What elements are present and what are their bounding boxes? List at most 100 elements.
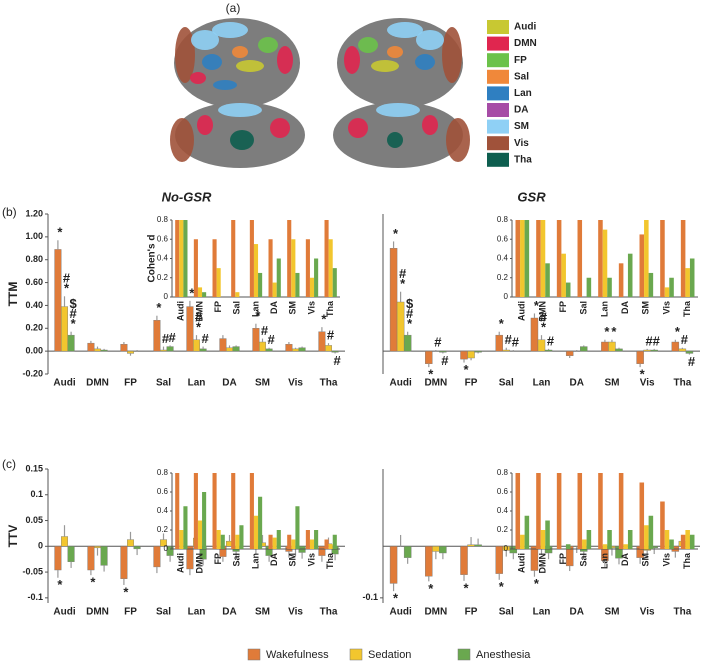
- inset-bar: [689, 534, 695, 549]
- inset-bar: [305, 530, 310, 549]
- inset-bar: [183, 220, 188, 297]
- inset-x-label: DMN: [194, 553, 204, 574]
- inset-bar: [175, 220, 180, 297]
- inset-bar: [685, 268, 690, 297]
- inset-bar: [664, 530, 670, 549]
- significance-marker: *: [604, 324, 610, 339]
- inset-bar: [540, 220, 546, 297]
- significance-marker: *: [393, 591, 399, 606]
- significance-marker: #: [547, 333, 555, 348]
- inset-x-label: DMN: [537, 553, 547, 574]
- legend-swatch: [487, 86, 509, 101]
- significance-marker: #: [441, 353, 449, 368]
- inset-bar: [648, 515, 654, 549]
- brain-region: [190, 72, 206, 84]
- inset-bar: [586, 530, 592, 549]
- x-tick-label: Tha: [673, 378, 691, 389]
- inset-bar: [249, 220, 254, 297]
- x-tick-label: DA: [569, 607, 583, 618]
- inset-bar: [272, 282, 277, 297]
- significance-marker: *: [463, 362, 469, 377]
- inset-bar: [253, 244, 259, 297]
- inset-y-tick-label: 0.6: [497, 234, 509, 243]
- significance-marker: *: [321, 312, 327, 327]
- panel-label: (c): [2, 457, 16, 471]
- inset-bar: [644, 525, 649, 549]
- significance-marker: #: [168, 330, 176, 345]
- inset-bar: [179, 530, 184, 549]
- bar: [467, 544, 475, 547]
- significance-marker: #: [69, 306, 77, 321]
- inset-bar: [607, 530, 612, 549]
- x-tick-label: DA: [222, 378, 236, 389]
- inset-bar: [183, 506, 188, 549]
- significance-marker: #: [512, 334, 520, 349]
- inset-x-label: DA: [269, 553, 279, 566]
- brain-region: [446, 118, 470, 162]
- inset-x-label: Sal: [579, 301, 589, 315]
- inset-bar: [577, 473, 583, 549]
- significance-marker: *: [189, 285, 195, 300]
- x-tick-label: DMN: [86, 607, 109, 618]
- brain-region: [212, 22, 248, 38]
- inset-x-label: Audi: [176, 301, 186, 321]
- significance-marker: *: [393, 226, 399, 241]
- brain-region: [230, 130, 254, 150]
- bar: [432, 546, 440, 552]
- x-tick-label: Sal: [156, 607, 171, 618]
- significance-marker: *: [534, 576, 540, 591]
- inset-bar: [253, 515, 259, 549]
- significance-marker: *: [611, 324, 617, 339]
- chart-title: GSR: [517, 189, 546, 204]
- significance-marker: *: [255, 308, 261, 323]
- significance-marker: #: [406, 306, 414, 321]
- inset-x-label: FP: [558, 553, 568, 565]
- inset-bar: [639, 482, 645, 549]
- brain-region: [415, 54, 435, 70]
- bar: [252, 328, 260, 352]
- y-axis-label: TTV: [6, 525, 20, 548]
- brain-region: [344, 46, 360, 74]
- x-tick-label: FP: [124, 378, 137, 389]
- inset-bar: [586, 277, 592, 297]
- inset-bars: [515, 473, 695, 549]
- inset-bar: [295, 272, 300, 297]
- bar: [186, 546, 194, 570]
- inset-x-label: Tha: [325, 552, 335, 569]
- inset-bar: [598, 220, 603, 297]
- brain-region: [348, 118, 368, 138]
- panel-label: (b): [2, 205, 17, 219]
- bar: [159, 349, 167, 352]
- inset-bar: [309, 277, 315, 297]
- significance-marker: *: [428, 581, 434, 596]
- inset-y-tick-label: 0.4: [157, 506, 169, 515]
- legend-label: Vis: [514, 138, 529, 149]
- y-tick-label: 0.80: [25, 254, 43, 264]
- inset-x-label: Tha: [325, 300, 335, 317]
- inset-bar: [314, 530, 319, 549]
- bar: [460, 546, 468, 575]
- y-tick-label: 0.1: [30, 489, 43, 499]
- significance-marker: #: [434, 334, 442, 349]
- inset-bar: [680, 220, 686, 297]
- bar: [643, 349, 651, 352]
- significance-marker: *: [499, 579, 505, 594]
- inset-y-tick-label: 0.6: [157, 234, 169, 243]
- bar: [199, 348, 207, 352]
- inset-x-label: Tha: [682, 300, 692, 317]
- inset-bar: [565, 544, 571, 549]
- x-tick-label: Tha: [673, 607, 691, 618]
- x-tick-label: Vis: [288, 378, 303, 389]
- bar: [325, 345, 333, 352]
- significance-marker: *: [196, 320, 202, 335]
- x-tick-label: DA: [569, 378, 583, 389]
- bar: [61, 536, 69, 547]
- inset-y-tick-label: 0: [504, 292, 509, 301]
- significance-marker: *: [156, 300, 162, 315]
- inset-bar: [268, 534, 273, 549]
- inset-bar: [193, 473, 198, 549]
- inset-bar: [627, 530, 633, 549]
- inset-bar: [231, 473, 236, 549]
- x-tick-label: SM: [255, 378, 270, 389]
- inset-bar: [212, 473, 217, 549]
